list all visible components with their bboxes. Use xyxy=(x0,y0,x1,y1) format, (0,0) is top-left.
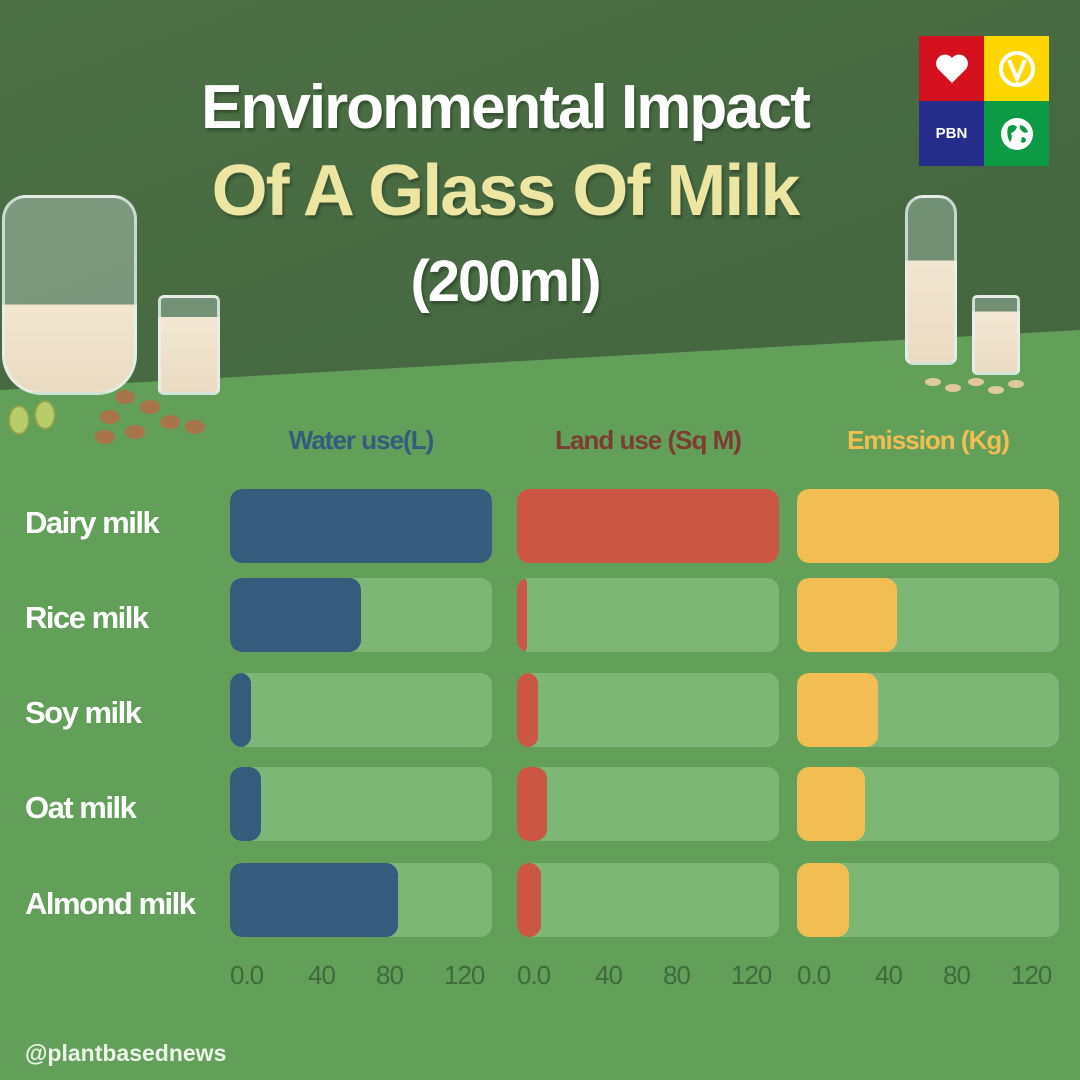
heart-icon xyxy=(919,36,984,101)
axis-tick-label: 120 xyxy=(444,960,485,990)
row-label-almond: Almond milk xyxy=(25,886,196,921)
oat-grain-icon xyxy=(925,378,941,386)
bar-track-emission xyxy=(797,489,1059,563)
bar-track-land xyxy=(517,489,779,563)
bar-emission xyxy=(797,578,897,652)
almond-icon xyxy=(125,425,145,439)
bar-track-emission xyxy=(797,767,1059,841)
bar-water xyxy=(230,767,262,841)
bar-water xyxy=(230,673,251,747)
oat-grain-icon xyxy=(988,386,1004,394)
bar-emission xyxy=(797,673,879,747)
bar-emission xyxy=(797,863,850,937)
row-label-oat: Oat milk xyxy=(25,790,137,825)
almond-icon xyxy=(100,410,120,424)
almond-icon xyxy=(160,415,180,429)
social-handle: @plantbasednews xyxy=(25,1040,227,1066)
bar-water xyxy=(230,489,492,563)
bar-land xyxy=(517,767,548,841)
almond-icon xyxy=(140,400,160,414)
bar-track-land xyxy=(517,767,779,841)
axis-tick-label: 120 xyxy=(1011,960,1052,990)
almond-icon xyxy=(185,420,205,434)
olive-icon xyxy=(34,400,56,430)
row-label-dairy: Dairy milk xyxy=(25,505,160,540)
axis-tick-label: 80 xyxy=(663,960,691,990)
milk-bottle-illustration xyxy=(905,195,957,365)
title-line-3: (200ml) xyxy=(410,249,601,314)
bar-emission xyxy=(797,767,866,841)
bar-track-water xyxy=(230,863,492,937)
bar-water xyxy=(230,578,361,652)
bar-track-land xyxy=(517,863,779,937)
title-line-2: Of A Glass Of Milk xyxy=(211,151,801,231)
bar-track-water xyxy=(230,673,492,747)
bar-water xyxy=(230,863,398,937)
almond-icon xyxy=(115,390,135,404)
axis-tick-label: 120 xyxy=(731,960,772,990)
oat-grain-icon xyxy=(1008,380,1024,388)
bar-track-water xyxy=(230,489,492,563)
milk-glass-illustration xyxy=(158,295,220,395)
bar-land xyxy=(517,489,779,563)
axis-tick-label: 40 xyxy=(875,960,903,990)
title-line-1: Environmental Impact xyxy=(201,73,811,142)
column-header-land: Land use (Sq M) xyxy=(555,425,742,455)
axis-tick-label: 0.0 xyxy=(517,960,551,990)
globe-icon xyxy=(984,101,1049,166)
milk-jug-illustration xyxy=(2,195,137,395)
column-header-emission: Emission (Kg) xyxy=(847,425,1010,455)
row-label-soy: Soy milk xyxy=(25,695,142,730)
bar-land xyxy=(517,673,538,747)
bar-land xyxy=(517,863,541,937)
olive-icon xyxy=(8,405,30,435)
bar-land xyxy=(517,578,528,652)
oat-grain-icon xyxy=(945,384,961,392)
axis-tick-label: 80 xyxy=(943,960,971,990)
axis-tick-label: 40 xyxy=(595,960,623,990)
column-header-water: Water use(L) xyxy=(288,425,435,455)
bar-track-water xyxy=(230,767,492,841)
bar-emission xyxy=(797,489,1059,563)
axis-tick-label: 0.0 xyxy=(230,960,264,990)
pbn-logo: PBN xyxy=(919,36,1049,166)
bar-track-emission xyxy=(797,863,1059,937)
bar-track-water xyxy=(230,578,492,652)
bar-track-land xyxy=(517,673,779,747)
row-label-rice: Rice milk xyxy=(25,600,149,635)
oat-milk-glass-illustration xyxy=(972,295,1020,375)
bar-track-emission xyxy=(797,578,1059,652)
bar-track-emission xyxy=(797,673,1059,747)
axis-tick-label: 0.0 xyxy=(797,960,831,990)
almond-icon xyxy=(95,430,115,444)
background-bottom xyxy=(0,330,1080,1080)
oat-grain-icon xyxy=(968,378,984,386)
v-circle-icon xyxy=(984,36,1049,101)
pbn-text: PBN xyxy=(919,101,984,166)
axis-tick-label: 40 xyxy=(308,960,336,990)
axis-tick-label: 80 xyxy=(376,960,404,990)
bar-track-land xyxy=(517,578,779,652)
